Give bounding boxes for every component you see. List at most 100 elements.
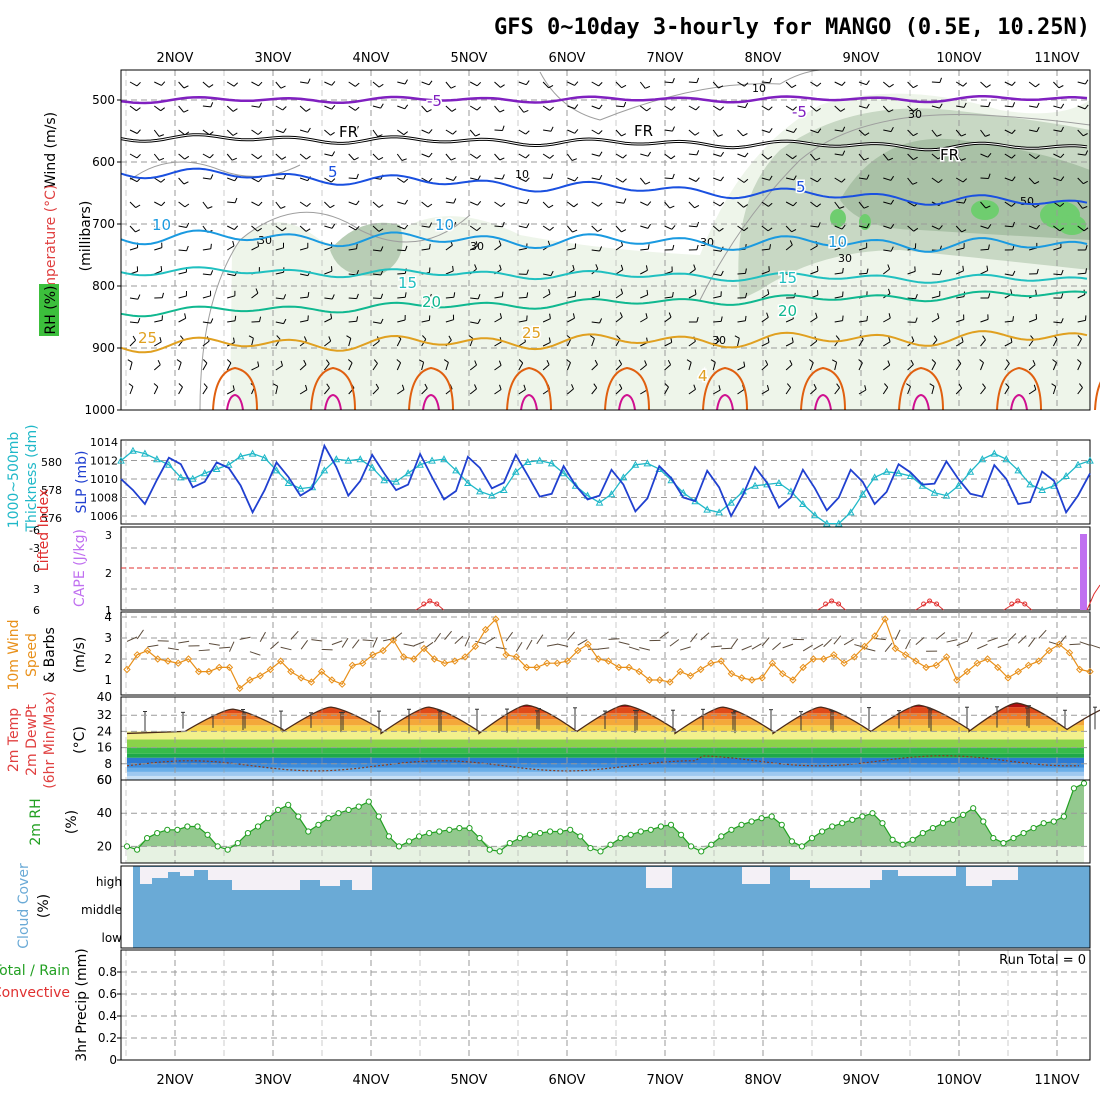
wind-barb-flag [866,315,868,321]
wind-barb-flag [547,240,551,246]
wind-barb [299,247,308,251]
wind-barb [202,362,208,371]
wind-barb [712,81,719,89]
thickness-marker [966,467,975,475]
wind-barb-flag [866,223,870,229]
wind-barb-flag [769,175,773,181]
wind-barb-flag [477,294,481,300]
wind-barb [980,362,984,371]
rh-marker [808,835,816,842]
wind-barb [227,273,236,277]
thickness-marker [703,505,712,513]
tick-label: 1000 [84,403,115,417]
wind-barb [931,105,940,109]
date-label-bottom: 11NOV [1034,1073,1079,1088]
cloud-level-middle: middle [81,903,122,917]
wind-barb-flag [548,84,554,89]
wind-barb-flag [623,198,627,204]
wind-barb-flag [180,335,184,340]
wind-barb [566,362,571,371]
wind-barb-flag [426,109,432,113]
wind-barb-flag [939,269,943,275]
wind-barb [129,105,137,112]
rh-marker [1030,825,1037,832]
isotherm-label: 5 [796,178,806,196]
wind-barb-flag [672,78,675,83]
wind-barb-flag [429,243,431,249]
wind-barb-flag [1035,155,1040,159]
rh2m-label: 2m RH [28,798,44,845]
bottom-date-axis: 2NOV 3NOV 4NOV 5NOV 6NOV 7NOV 8NOV 9NOV 10NOV 11N… [157,1073,1080,1088]
rh-marker [667,821,675,828]
wind-barb [494,389,502,395]
wind-barb [299,153,307,160]
wind10-barb [977,643,988,650]
li-marker [1015,598,1021,604]
wind-barb-flag [404,292,407,298]
isotherm-hotter-loop [422,393,440,411]
wind-barb-flag [817,128,822,134]
wind-barb-flag [1011,129,1016,134]
wind-barb-flag [720,316,723,322]
wind-barb-flag [282,128,287,133]
wind-barb-flag [866,174,870,180]
wind10-marker [235,684,244,693]
wind-barb [980,105,989,108]
thickness-marker [607,490,616,498]
wind10-marker [481,625,490,634]
wind-barb [931,317,940,323]
rh-marker [829,823,836,830]
wind-barb [518,247,527,251]
wind-barb [931,177,939,184]
wind-barb-flag [499,109,505,113]
li-end [1086,584,1100,611]
wind-barb-flag [961,336,964,343]
wind-barb [785,364,793,371]
isotherm-hotter-loop [618,393,636,411]
wind10-barb [577,639,588,646]
wind-barb-flag [745,292,748,298]
wind-barb-flag [401,384,405,390]
wind-barb [1077,105,1086,110]
wind-barb-flag [329,204,335,209]
wind-barb [664,81,673,84]
wind-barb [348,320,357,323]
date-label-top: 4NOV [353,51,390,66]
wind-barb [445,362,449,371]
wind-barb-flag [427,203,433,208]
wind-barb-flag [207,206,213,209]
wind-barb [907,386,911,395]
wind-barb [226,129,234,136]
wind-barb [713,320,722,323]
wind-barb [834,201,840,209]
thickness-marker [894,469,903,477]
wind-barb [299,201,307,207]
wind-barb-flag [646,289,649,295]
rh-marker [426,830,433,837]
wind-barb-flag [453,176,457,181]
wind-barb-flag [477,318,481,324]
wind-barb-flag [428,177,433,183]
wind-barb-flag [210,270,214,276]
thickness-marker [428,456,436,464]
tick-label: 600 [92,155,115,169]
cloud-unit: (%) [36,894,52,918]
wind-barb [566,153,573,161]
wind-barb-flag [1035,289,1037,295]
thickness-tick: 578 [41,484,62,497]
wind-barb [591,129,599,135]
wind-barb [567,225,573,233]
wind10-marker [389,636,398,644]
wind10-marker [287,667,295,676]
isotherm-hot-loop [408,366,454,411]
wind-barb-flag [866,268,869,274]
wind-barb-flag [1084,104,1089,110]
wind-barb [299,105,307,112]
rh-marker [949,816,957,823]
wind-barb-flag [281,156,287,160]
rh-marker [1070,785,1078,792]
wind-barb-flag [1060,269,1064,275]
cloud-frame [120,865,1091,949]
